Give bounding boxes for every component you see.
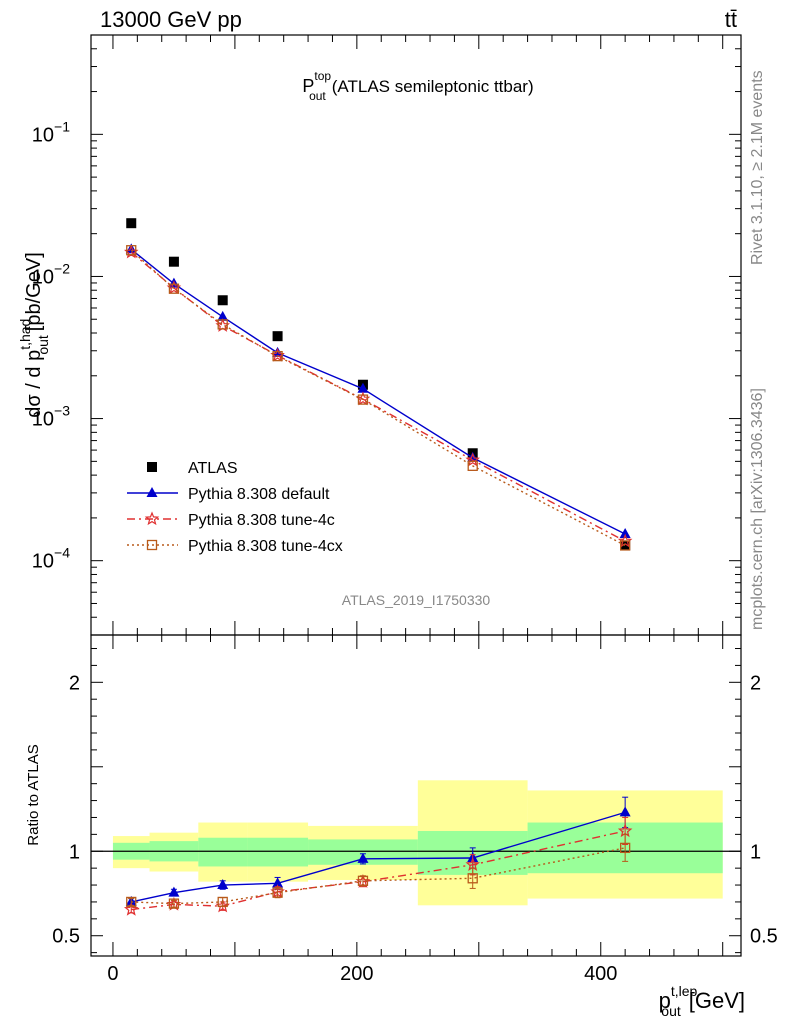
legend-marker bbox=[147, 462, 157, 472]
analysis-watermark: ATLAS_2019_I1750330 bbox=[342, 592, 491, 608]
main-title-sup: top bbox=[314, 69, 331, 83]
data-point bbox=[217, 319, 228, 330]
legend: ATLAS Pythia 8.308 default Pythia 8.308 tu… bbox=[127, 460, 343, 555]
ratio-data-point bbox=[619, 842, 631, 854]
ratio-data-point bbox=[217, 879, 229, 890]
data-point bbox=[272, 331, 283, 342]
data-point bbox=[357, 382, 369, 393]
ratio-data-point bbox=[467, 873, 478, 884]
legend-marker bbox=[146, 487, 158, 497]
ratio-data-point bbox=[126, 896, 137, 908]
ratio-y-tick-label-left: 2 bbox=[69, 672, 80, 694]
ratio-y-tick-label-right: 1 bbox=[750, 841, 761, 863]
data-point bbox=[619, 528, 631, 539]
ratio-y-tick-label-left: 0.5 bbox=[52, 926, 80, 948]
legend-entry: Pythia 8.308 tune-4c bbox=[188, 512, 335, 529]
x-tick-label: 0 bbox=[107, 963, 118, 985]
main-title: Ptop out (ATLAS semileptonic ttbar) bbox=[302, 69, 533, 103]
ratio-data-point bbox=[168, 886, 180, 897]
ratio-data-point bbox=[357, 852, 369, 863]
data-point bbox=[168, 256, 179, 267]
ratio-y-axis-label: Ratio to ATLAS bbox=[25, 744, 42, 845]
data-point bbox=[617, 533, 633, 548]
legend-entry: ATLAS bbox=[188, 460, 238, 477]
ratio-data-point bbox=[168, 898, 180, 909]
data-point bbox=[217, 295, 228, 306]
x-tick-label: 400 bbox=[584, 963, 617, 985]
ratio-y-tick-label-left: 1 bbox=[69, 841, 80, 863]
x-axis-label: pt,lep out [GeV] bbox=[659, 983, 745, 1019]
ratio-data-point bbox=[123, 901, 139, 916]
data-point bbox=[465, 452, 480, 467]
collision-label: 13000 GeV pp bbox=[100, 7, 242, 32]
ratio-y-tick-label-right: 0.5 bbox=[750, 926, 778, 948]
data-point bbox=[126, 218, 137, 229]
data-point bbox=[272, 350, 283, 362]
data-point bbox=[217, 310, 229, 321]
ratio-data-point bbox=[619, 806, 631, 817]
ratio-plot-content: 0.5 0.5 1 1 2 2 0 200 400 bbox=[52, 634, 778, 985]
y-tick-label: 10−1 bbox=[32, 118, 70, 146]
legend-entry: Pythia 8.308 tune-4cx bbox=[188, 538, 343, 555]
ratio-data-point bbox=[617, 823, 633, 838]
main-y-axis-label: dσ / d pt,had out[pb/GeV] bbox=[17, 252, 51, 418]
ratio-data-point bbox=[465, 857, 480, 871]
legend-marker bbox=[146, 539, 158, 551]
ratio-data-point bbox=[272, 877, 284, 888]
legend-marker bbox=[144, 511, 160, 526]
y-tick-label: 10−2 bbox=[32, 260, 70, 288]
x-tick-label: 200 bbox=[340, 963, 373, 985]
data-point bbox=[168, 283, 180, 294]
ratio-data-point bbox=[217, 896, 228, 908]
ratio-frame bbox=[90, 634, 742, 957]
ratio-data-point bbox=[272, 887, 283, 898]
mcplots-label: mcplots.cern.ch [arXiv:1306.3436] bbox=[749, 388, 766, 630]
process-label: tt̄ bbox=[725, 7, 737, 32]
data-point bbox=[357, 394, 369, 405]
ratio-series-pythia-3 bbox=[126, 833, 631, 909]
series-line bbox=[130, 249, 626, 547]
main-plot-content: 10−1 10−2 10−3 10−4 bbox=[32, 34, 742, 636]
series-pythia-3 bbox=[126, 245, 631, 551]
main-title-sub: out bbox=[309, 89, 326, 103]
data-point bbox=[467, 460, 478, 471]
rivet-label: Rivet 3.1.10, ≥ 2.1M events bbox=[749, 70, 766, 265]
y-tick-label: 10−3 bbox=[32, 403, 70, 431]
ratio-data-point bbox=[357, 875, 369, 886]
y-tick-label: 10−4 bbox=[32, 545, 70, 573]
uncertainty-band-inner bbox=[247, 837, 309, 867]
ratio-y-tick-label-right: 2 bbox=[750, 672, 761, 694]
main-title-rest: (ATLAS semileptonic ttbar) bbox=[332, 77, 534, 96]
main-title-p: P bbox=[302, 76, 314, 96]
data-point bbox=[619, 540, 631, 551]
data-point bbox=[620, 540, 631, 551]
uncertainty-band-inner bbox=[198, 837, 248, 867]
data-point bbox=[126, 245, 137, 256]
main-panel: 10−1 10−2 10−3 10−4 ATLAS Pythia 8.308 defau… bbox=[17, 34, 742, 636]
legend-entry: Pythia 8.308 default bbox=[188, 486, 330, 503]
ratio-panel: 0.5 0.5 1 1 2 2 0 200 400 Ratio to ATLAS pt,lep o… bbox=[25, 634, 778, 1019]
data-point bbox=[125, 243, 137, 254]
